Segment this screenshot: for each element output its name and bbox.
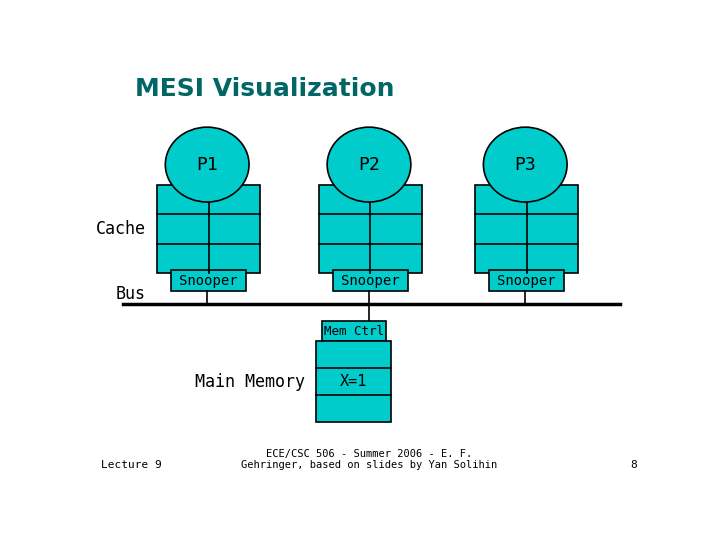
Text: Lecture 9: Lecture 9 <box>101 460 162 470</box>
Bar <box>316 341 392 422</box>
Text: Snooper: Snooper <box>179 274 238 288</box>
Text: P3: P3 <box>514 156 536 173</box>
Text: X=1: X=1 <box>340 374 367 389</box>
Ellipse shape <box>166 127 249 202</box>
Text: MESI Visualization: MESI Visualization <box>135 77 394 102</box>
Bar <box>171 270 246 292</box>
Bar <box>475 185 578 273</box>
Text: Cache: Cache <box>96 220 145 238</box>
Ellipse shape <box>327 127 411 202</box>
Bar <box>333 270 408 292</box>
Bar <box>319 185 422 273</box>
Text: P1: P1 <box>197 156 218 173</box>
Text: P2: P2 <box>358 156 380 173</box>
Text: Snooper: Snooper <box>498 274 556 288</box>
Text: Bus: Bus <box>116 285 145 302</box>
Bar <box>157 185 260 273</box>
Text: Snooper: Snooper <box>341 274 400 288</box>
Text: Mem Ctrl: Mem Ctrl <box>324 325 384 338</box>
Bar <box>322 321 386 341</box>
Bar <box>489 270 564 292</box>
Text: ECE/CSC 506 - Summer 2006 - E. F.
Gehringer, based on slides by Yan Solihin: ECE/CSC 506 - Summer 2006 - E. F. Gehrin… <box>241 449 497 470</box>
Text: Main Memory: Main Memory <box>195 373 305 391</box>
Text: 8: 8 <box>630 460 637 470</box>
Ellipse shape <box>483 127 567 202</box>
